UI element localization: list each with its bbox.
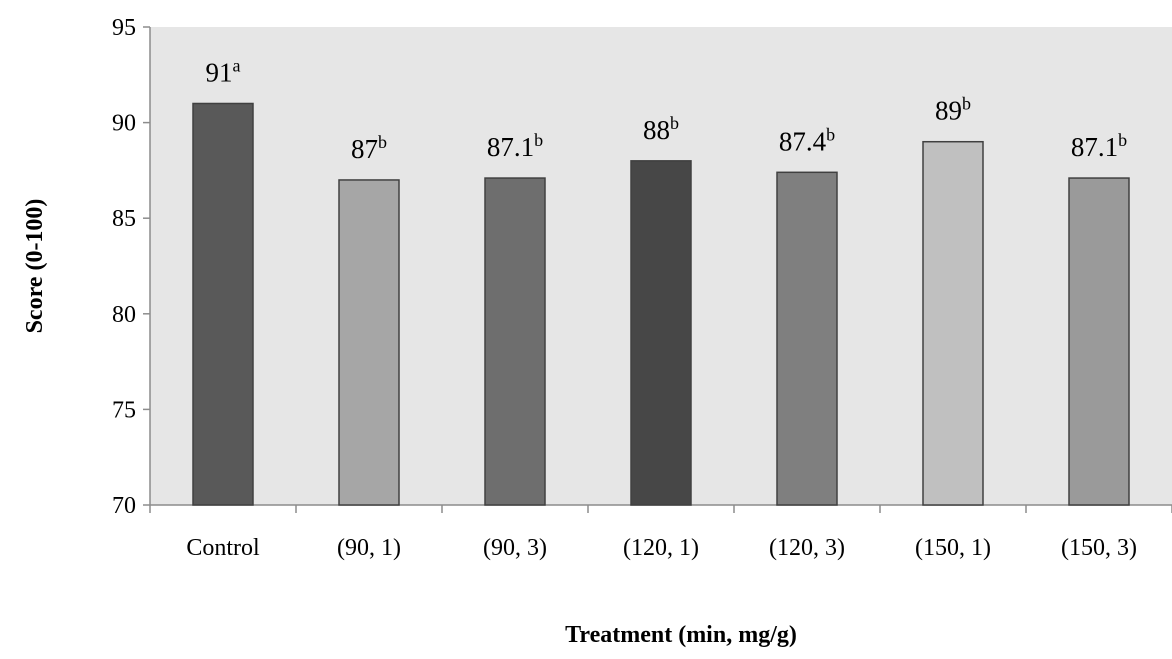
bar [630,160,692,506]
bar [776,171,838,506]
x-tick-label: (120, 1) [623,535,699,561]
x-tick-label: (90, 3) [483,535,547,561]
y-tick-label: 90 [112,111,136,137]
y-tick-label: 85 [112,206,136,232]
data-labels-group: 91a 87b 87.1b 88b 87.4b 89b 87.1b [206,55,1128,163]
data-label: 87.1b [487,130,543,162]
y-axis: 70 75 80 85 90 95 [112,15,151,519]
y-tick-label: 70 [112,493,136,519]
x-tick-label: (150, 1) [915,535,991,561]
bar [192,102,254,506]
bar [922,140,984,506]
bar [1068,177,1130,506]
y-tick-label: 75 [112,397,136,423]
data-label: 87b [351,132,387,164]
data-label: 89b [935,94,971,126]
x-axis-title: Treatment (min, mg/g) [565,622,797,648]
x-tick-label: (120, 3) [769,535,845,561]
data-label: 87.1b [1071,130,1127,162]
y-axis-title: Score (0-100) [22,199,48,334]
x-tick-label: Control [186,535,260,561]
bar [484,177,546,506]
data-label: 88b [643,113,679,145]
y-tick-label: 95 [112,15,136,41]
x-tick-label: (90, 1) [337,535,401,561]
bars-group [192,102,1130,506]
data-label: 87.4b [779,124,835,156]
x-axis: Control (90, 1) (90, 3) (120, 1) (120, 3) (15… [149,504,1172,561]
data-label: 91a [206,55,241,87]
x-tick-label: (150, 3) [1061,535,1137,561]
bar [338,179,400,506]
y-tick-label: 80 [112,302,136,328]
